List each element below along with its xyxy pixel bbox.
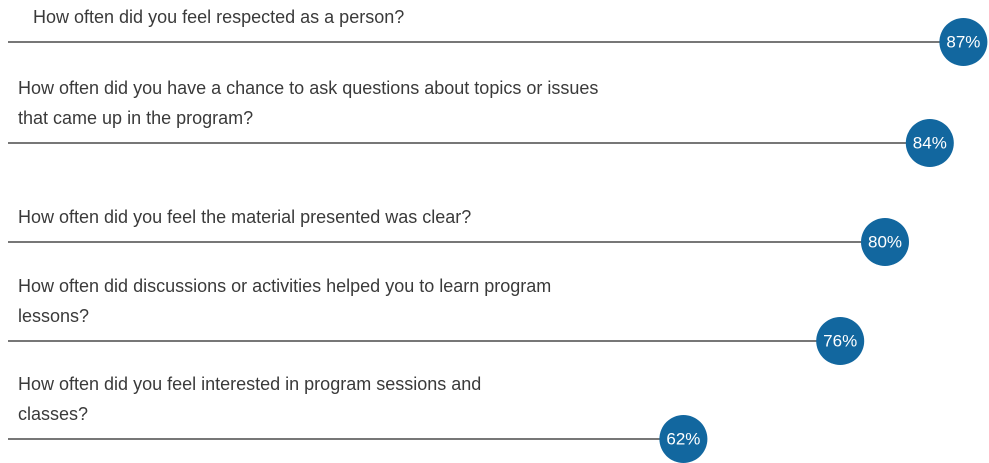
dot	[905, 119, 954, 167]
value-label: 76%	[823, 331, 857, 350]
value-label: 87%	[946, 32, 980, 51]
question-label: How often did you feel interested in pro…	[18, 374, 481, 394]
dot	[939, 18, 988, 66]
question-label: How often did you feel the material pres…	[18, 207, 471, 227]
question-label: How often did you have a chance to ask q…	[18, 78, 598, 98]
dot	[816, 317, 865, 365]
question-label: lessons?	[18, 306, 89, 326]
value-label: 62%	[666, 429, 700, 448]
question-label: How often did you feel respected as a pe…	[33, 7, 404, 27]
value-label: 80%	[868, 232, 902, 251]
question-label: that came up in the program?	[18, 108, 253, 128]
dot	[861, 218, 909, 266]
question-label: classes?	[18, 404, 88, 424]
question-label: How often did discussions or activities …	[18, 276, 551, 296]
dot	[659, 415, 708, 463]
value-label: 84%	[913, 133, 947, 152]
